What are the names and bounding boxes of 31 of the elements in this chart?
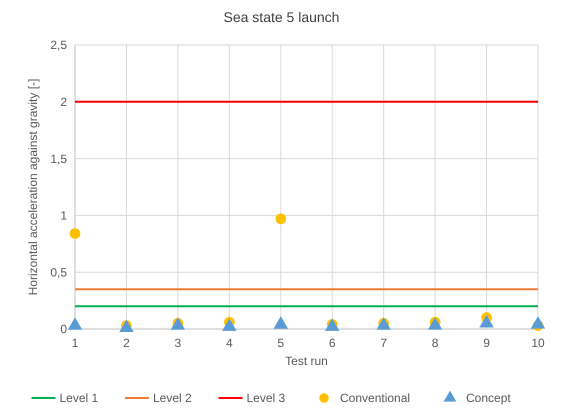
point [530,316,546,329]
legend-label: Concept [466,391,512,406]
legend-label: Level 1 [60,391,99,406]
y-axis-title: Horizontal acceleration against gravity [-] [26,78,40,296]
x-tick-label: 4 [226,336,233,350]
y-tick-label: 2,5 [50,38,68,52]
x-tick-label: 5 [277,336,284,350]
point [479,314,494,328]
y-tick-label: 1,5 [50,152,68,166]
x-tick-label: 1 [72,336,79,350]
point [275,213,286,224]
x-tick-label: 6 [328,336,336,350]
y-tick-label: 1 [60,208,68,223]
x-axis-title: Test run [285,354,328,368]
point [70,228,80,239]
legend-label: Conventional [340,391,410,406]
y-tick-label: 0,5 [50,265,68,280]
x-tick-label: 2 [123,336,130,350]
x-tick-label: 3 [174,336,182,350]
x-tick-label: 10 [531,336,545,350]
point [274,316,288,329]
chart-title: Sea state 5 launch [224,9,340,25]
point [222,318,237,331]
legend-label: Level 2 [153,391,192,406]
legend-label: Level 3 [246,391,286,406]
x-tick-label: 8 [432,336,439,350]
point [68,317,82,330]
x-tick-label: 9 [483,336,490,350]
x-tick-label: 7 [380,336,388,350]
y-tick-label: 0 [60,322,68,336]
y-tick-label: 2 [60,95,68,109]
